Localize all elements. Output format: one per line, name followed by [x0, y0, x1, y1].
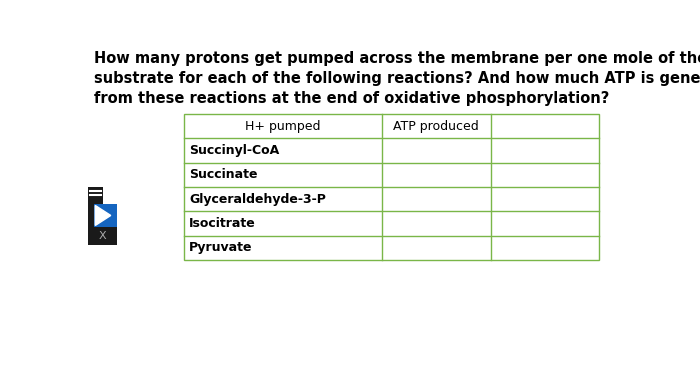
Text: Isocitrate: Isocitrate	[189, 217, 256, 230]
Bar	[88, 204, 117, 227]
Text: Succinyl-CoA: Succinyl-CoA	[189, 144, 279, 157]
Text: X: X	[99, 231, 106, 241]
Text: Pyruvate: Pyruvate	[189, 242, 253, 255]
Bar	[88, 187, 103, 204]
Text: Succinate: Succinate	[189, 168, 258, 181]
Polygon shape	[95, 206, 111, 226]
Bar	[88, 204, 94, 227]
Text: How many protons get pumped across the membrane per one mole of the
substrate fo: How many protons get pumped across the m…	[94, 51, 700, 106]
Text: Glyceraldehyde-3-P: Glyceraldehyde-3-P	[189, 193, 326, 206]
Text: ATP produced: ATP produced	[393, 119, 479, 132]
Text: H+ pumped: H+ pumped	[246, 119, 321, 132]
Bar	[88, 227, 117, 246]
Bar	[184, 114, 599, 260]
